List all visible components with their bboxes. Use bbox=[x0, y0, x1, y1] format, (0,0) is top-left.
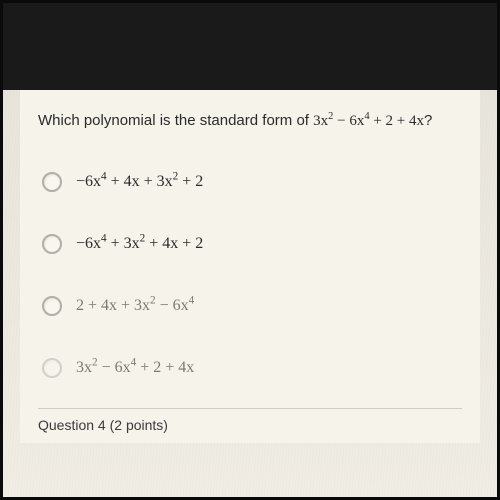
question-expression: 3x2 − 6x4 + 2 + 4x bbox=[313, 113, 424, 129]
option-row[interactable]: −6x4 + 3x2 + 4x + 2 bbox=[38, 234, 462, 254]
question-prefix: Which polynomial is the standard form of bbox=[38, 112, 313, 129]
radio-button[interactable] bbox=[42, 296, 62, 316]
question-text: Which polynomial is the standard form of… bbox=[38, 110, 462, 132]
quiz-panel: Which polynomial is the standard form of… bbox=[20, 90, 480, 443]
option-row[interactable]: 3x2 − 6x4 + 2 + 4x bbox=[38, 358, 462, 378]
option-expression: −6x4 + 4x + 3x2 + 2 bbox=[76, 173, 203, 191]
option-expression: 2 + 4x + 3x2 − 6x4 bbox=[76, 297, 194, 315]
option-expression: 3x2 − 6x4 + 2 + 4x bbox=[76, 359, 194, 377]
question-suffix: ? bbox=[424, 112, 432, 129]
radio-button[interactable] bbox=[42, 234, 62, 254]
option-expression: −6x4 + 3x2 + 4x + 2 bbox=[76, 235, 203, 253]
radio-button[interactable] bbox=[42, 358, 62, 378]
next-question-header: Question 4 (2 points) bbox=[38, 408, 462, 433]
option-row[interactable]: −6x4 + 4x + 3x2 + 2 bbox=[38, 172, 462, 192]
radio-button[interactable] bbox=[42, 172, 62, 192]
option-row[interactable]: 2 + 4x + 3x2 − 6x4 bbox=[38, 296, 462, 316]
